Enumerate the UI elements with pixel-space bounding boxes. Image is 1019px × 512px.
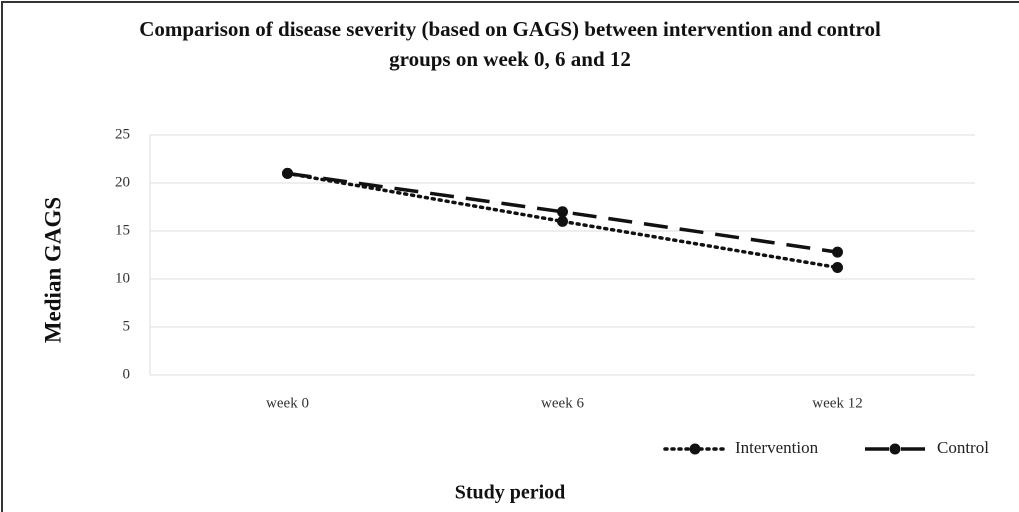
y-tick-label: 20 (115, 174, 130, 190)
data-point (282, 167, 293, 179)
y-axis-label: Median GAGS (40, 197, 65, 343)
legend-marker (889, 443, 901, 455)
legend-marker (689, 443, 701, 455)
y-tick-label: 25 (115, 126, 130, 142)
data-point (832, 246, 843, 258)
y-tick-label: 10 (115, 270, 130, 286)
chart-title: Comparison of disease severity (based on… (139, 17, 881, 71)
x-axis-label: Study period (455, 482, 566, 504)
y-tick-label: 15 (115, 222, 130, 238)
x-tick-label: week 6 (541, 395, 584, 411)
legend-label: Intervention (735, 438, 819, 457)
y-tick-label: 0 (123, 366, 131, 382)
x-tick-label: week 12 (812, 395, 862, 411)
data-point (832, 261, 843, 273)
data-point (557, 206, 568, 218)
series-line (287, 171, 838, 254)
data-point (557, 215, 568, 227)
legend-label: Control (937, 438, 989, 457)
y-tick-label: 5 (123, 318, 131, 334)
x-tick-label: week 0 (266, 395, 309, 411)
